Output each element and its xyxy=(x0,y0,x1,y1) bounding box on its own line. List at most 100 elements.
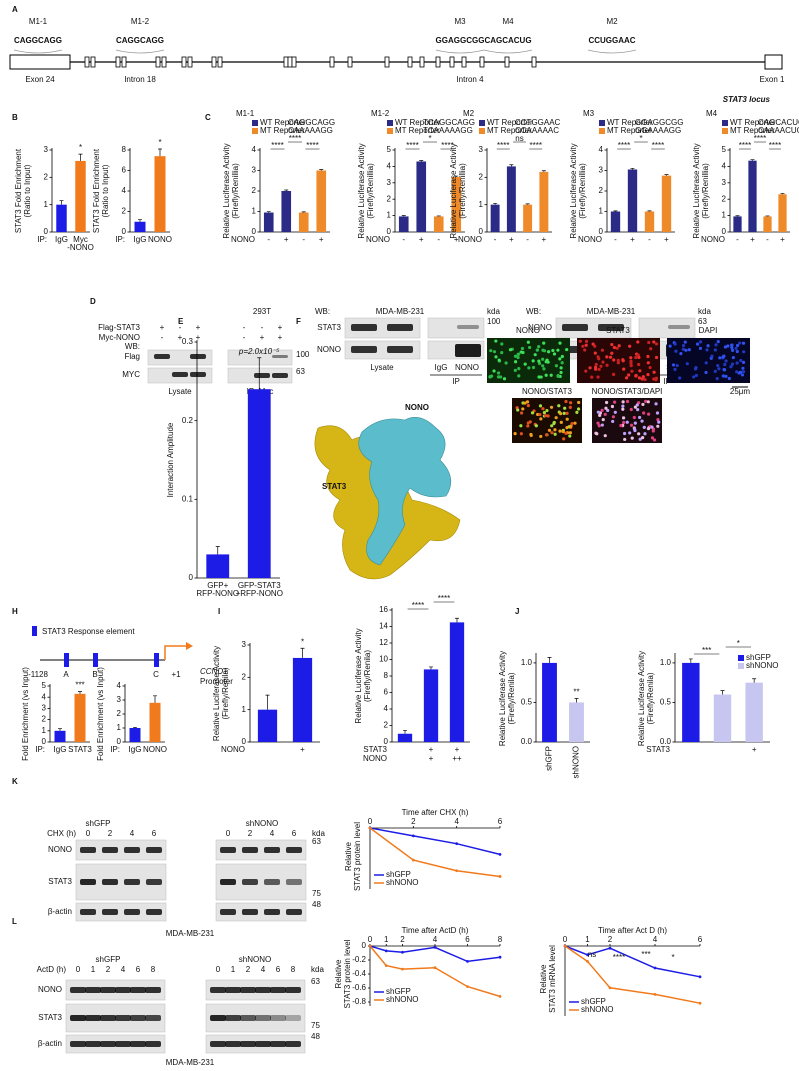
lane-label: 0 xyxy=(76,965,81,974)
y-tick-label: 10 xyxy=(379,655,388,664)
bar xyxy=(397,733,413,742)
cell xyxy=(596,375,600,379)
cell xyxy=(533,353,537,357)
cell xyxy=(577,400,581,405)
y-tick-label: 1.0 xyxy=(660,658,672,667)
legend-label: WT Reporter xyxy=(487,118,533,127)
x-tick-label: IgG xyxy=(129,745,142,754)
site-label: C xyxy=(153,670,159,679)
cell xyxy=(584,339,589,343)
y-tick-label: 0 xyxy=(722,227,727,236)
cell xyxy=(550,431,554,435)
cell xyxy=(656,417,660,422)
y-axis-label: (Firefly/Renila) xyxy=(646,672,655,724)
blot-band xyxy=(225,1041,241,1047)
bar xyxy=(682,662,700,742)
cell xyxy=(638,369,642,373)
cell xyxy=(638,437,642,441)
cell xyxy=(637,432,641,436)
y-tick-label: 1 xyxy=(387,211,392,220)
structure-label: STAT3 xyxy=(322,482,347,491)
cell xyxy=(565,411,569,415)
bar xyxy=(56,204,67,232)
y-tick-label: 1 xyxy=(252,207,257,216)
bar xyxy=(449,622,465,742)
y-axis-label: (Firefly/Renillia) xyxy=(366,163,375,219)
cell xyxy=(529,433,533,437)
cell xyxy=(739,358,743,363)
y-axis-label: Relative Luciferase Activity xyxy=(498,651,507,746)
x-tick-label: + xyxy=(429,745,434,754)
cell xyxy=(513,354,518,358)
cell xyxy=(527,366,531,370)
cell xyxy=(714,343,718,347)
annotation: **** xyxy=(289,134,301,143)
lane-mark: - xyxy=(243,323,246,332)
row-label: STAT3 xyxy=(38,1013,62,1022)
cell xyxy=(654,355,659,360)
blot-band xyxy=(286,879,302,885)
blot-band xyxy=(102,879,118,885)
y-tick-label: 0.2 xyxy=(182,416,194,425)
cell xyxy=(544,433,549,437)
y-tick-label: 0 xyxy=(479,227,484,236)
exon-box xyxy=(449,56,455,68)
blot-band xyxy=(115,1015,131,1021)
cell xyxy=(534,424,538,428)
exon-box xyxy=(435,56,441,68)
treatment-label: CHX (h) xyxy=(47,829,76,838)
legend-label: shGFP xyxy=(386,870,411,879)
cell xyxy=(504,361,508,365)
cell xyxy=(545,408,549,413)
cell xyxy=(730,362,735,366)
cell xyxy=(568,434,572,438)
error-bar xyxy=(78,691,82,694)
bar xyxy=(763,216,772,232)
y-tick-label: 1.0 xyxy=(521,658,533,667)
region-label: Intron 4 xyxy=(456,75,484,84)
y-axis-label: Fold Enrichment (vs Input) xyxy=(96,667,105,761)
blot-band xyxy=(351,324,377,331)
blot xyxy=(344,340,421,360)
bar xyxy=(149,702,161,742)
y-tick-label: 0.0 xyxy=(521,737,533,746)
panel-label: K xyxy=(12,777,18,786)
x-tick-label: + xyxy=(752,745,757,754)
blot-band xyxy=(387,346,413,353)
annotation: **** xyxy=(306,141,318,150)
point xyxy=(498,955,502,959)
cell xyxy=(735,370,739,374)
blot xyxy=(215,902,307,922)
y-axis-label: (Firefly/Renillia) xyxy=(231,163,240,219)
exon-box xyxy=(461,56,467,68)
blot-band xyxy=(240,1041,256,1047)
annotation: **** xyxy=(754,134,766,143)
cell xyxy=(668,344,672,348)
y-axis-label: (Firefly/Renila) xyxy=(507,672,516,724)
x-tick-label: - xyxy=(494,235,497,244)
cell xyxy=(570,422,574,426)
cell xyxy=(547,428,552,432)
motif-bracket xyxy=(13,49,63,54)
blot-band xyxy=(351,346,377,353)
bar xyxy=(713,694,732,742)
unit: kda xyxy=(698,307,711,316)
blot xyxy=(147,349,213,366)
y-axis-label: (Firefly/Renillia) xyxy=(458,163,467,219)
bar xyxy=(733,216,742,232)
cell xyxy=(590,375,594,379)
marker: 63 xyxy=(312,837,321,846)
cell xyxy=(559,370,563,375)
cell xyxy=(729,365,733,369)
y-tick-label: 1 xyxy=(42,726,47,735)
y-tick-label: 3 xyxy=(252,166,257,175)
bar xyxy=(263,212,274,232)
legend-label: MT Reporter xyxy=(487,126,532,135)
blot-band xyxy=(80,879,96,885)
treatment-label: ActD (h) xyxy=(37,965,67,974)
bar xyxy=(745,682,763,742)
cell xyxy=(601,418,605,422)
cell xyxy=(562,437,566,441)
cell xyxy=(621,416,626,420)
cell xyxy=(573,421,577,425)
